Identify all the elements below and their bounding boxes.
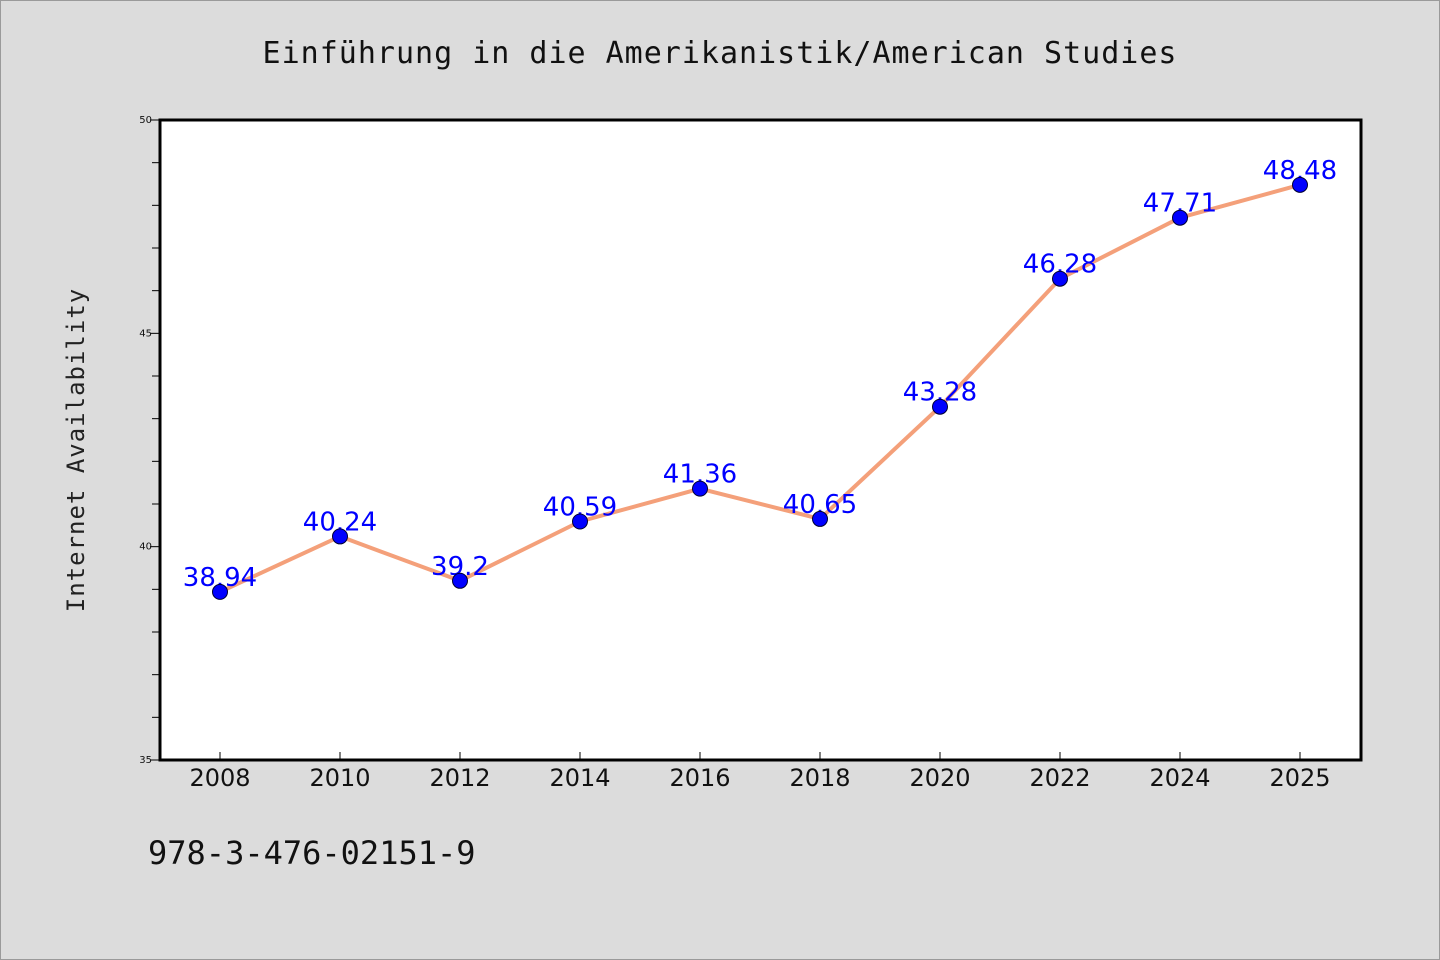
x-tick-label: 2016 xyxy=(669,764,730,792)
data-point xyxy=(212,583,228,600)
chart-title: Einführung in die Amerikanistik/American… xyxy=(262,36,1178,71)
data-point xyxy=(332,528,348,545)
data-point xyxy=(692,480,708,497)
x-tick-label: 2024 xyxy=(1149,764,1210,792)
data-point xyxy=(572,513,588,530)
x-tick-label: 2022 xyxy=(1029,764,1090,792)
data-point xyxy=(452,572,468,589)
y-tick-label: 45 xyxy=(139,328,152,339)
isbn-text: 978-3-476-02151-9 xyxy=(148,834,476,872)
data-point xyxy=(1172,209,1188,226)
markers-layer xyxy=(212,176,1308,600)
x-tick-label: 2020 xyxy=(909,764,970,792)
x-tick-label: 2018 xyxy=(789,764,850,792)
x-tick-label: 2012 xyxy=(429,764,490,792)
x-tick-label: 2025 xyxy=(1269,764,1330,792)
data-point xyxy=(1052,270,1068,287)
series-line xyxy=(218,182,1302,594)
x-tick-label: 2010 xyxy=(309,764,370,792)
x-tick-label: 2008 xyxy=(189,764,250,792)
x-tick-label: 2014 xyxy=(549,764,610,792)
y-axis: 35 40 45 50 xyxy=(139,115,160,766)
y-tick-label: 50 xyxy=(139,115,152,126)
data-labels-layer: 38.9440.2439.240.5941.3640.6543.2846.284… xyxy=(183,156,1337,593)
y-tick-label: 35 xyxy=(139,755,152,766)
y-tick-label: 40 xyxy=(139,542,152,553)
x-axis: 2008 2010 2012 2014 2016 2018 2020 2022 2024 2025 xyxy=(189,752,1331,792)
series-layer xyxy=(218,182,1302,594)
data-point xyxy=(1292,176,1308,193)
data-point xyxy=(812,510,828,527)
data-point xyxy=(932,398,948,415)
